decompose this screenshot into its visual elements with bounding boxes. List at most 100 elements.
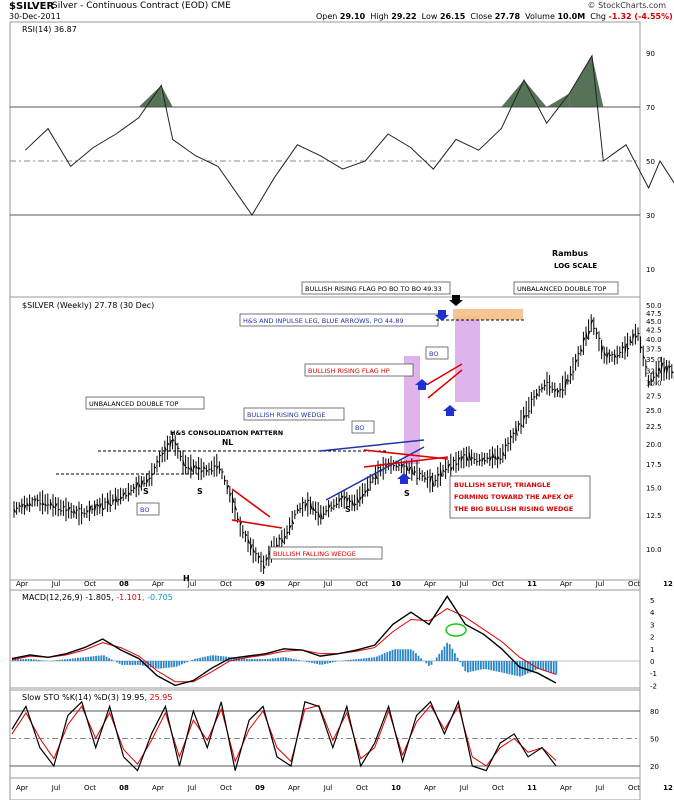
macd-histogram-bar [352,659,355,661]
macd-histogram-bar [425,661,428,664]
bo-left-label: BO [140,506,149,514]
macd-histogram-bar [32,659,35,661]
price-bar-close-tick [182,459,185,467]
macd-histogram-bar [363,658,365,661]
sto-y-tick: 50 [650,736,659,744]
macd-histogram-bar [53,660,56,661]
macd-histogram-bar [40,660,43,661]
macd-histogram-bar [532,661,534,672]
macd-histogram-bar [71,658,74,661]
macd-histogram-bar [282,657,285,661]
macd-histogram-bar [217,655,220,661]
price-bar-close-tick [411,467,414,475]
price-bar-close-tick [320,512,323,520]
sto-panel: Slow STO %K(14) %D(3) 19.95, 25.95 80 50 2… [9,689,659,779]
macd-histogram-bar [459,661,461,663]
rsi-y-tick: 30 [646,212,655,220]
macd-histogram-bar [285,657,287,661]
triangle-top [363,449,449,460]
rsi-overbought-fill [592,55,604,107]
macd-y-tick: 0 [650,658,654,666]
macd-histogram-bar [144,661,147,667]
macd-signal-series [11,607,557,683]
macd-histogram-bar [360,658,363,661]
macd-histogram-bar [373,657,376,661]
x-tick-label: Jul [459,784,469,792]
macd-histogram-bar [129,661,131,665]
macd-histogram-bar [326,661,329,664]
macd-histogram-bar [511,661,513,675]
price-bar-close-tick [140,480,144,487]
macd-histogram-bar [378,655,381,661]
price-bar-close-tick [257,555,261,559]
rsi-overbought-fill [524,80,547,107]
macd-histogram-bar [277,657,279,661]
price-bar-close-tick [161,452,165,455]
x-tick-label: Oct [84,784,96,792]
macd-histogram-bar [430,661,433,665]
price-bar-close-tick [333,505,336,507]
setup-note-line1: BULLISH SETUP, TRIANGLE [454,481,551,489]
macd-histogram-bar [469,661,472,672]
price-bar-close-tick [666,365,669,374]
macd-histogram-bar [451,648,454,661]
macd-histogram-bar [441,650,443,661]
price-bar-close-tick [94,504,97,512]
price-bar-close-tick [510,435,513,438]
price-bar-close-tick [364,490,367,494]
flag-lower [427,369,463,399]
price-bar-close-tick [336,503,339,506]
price-bar-close-tick [122,492,126,497]
price-bar-close-tick [582,337,586,342]
price-bar-close-tick [481,457,484,463]
macd-histogram-bar [498,661,500,672]
macd-histogram-bar [389,650,391,661]
price-bar-close-tick [192,465,196,470]
macd-histogram-bar [196,658,199,661]
macd-histogram-bar [27,659,30,661]
macd-panel: MACD(12,26,9) -1.805, -1.101, -0.705 5 4 3… [9,589,657,690]
price-bar-close-tick [218,467,222,471]
setup-note-line2: FORMING TOWARD THE APEX OF [454,493,573,501]
macd-histogram-bar [17,659,19,661]
macd-histogram-bar [248,659,251,661]
macd-histogram-bar [279,657,282,661]
macd-histogram-bar [396,649,399,661]
x-tick-label: Oct [492,580,504,588]
price-bar-close-tick [354,503,357,506]
price-y-tick: 27.5 [646,393,662,401]
macd-histogram-bar [417,655,420,661]
price-bar-close-tick [328,504,331,509]
price-bar-close-tick [575,359,578,363]
x-tick-label: Jul [323,784,333,792]
price-bar-close-tick [414,471,417,473]
price-bar-close-tick [216,465,219,470]
macd-histogram-bar [175,661,178,667]
falling-wedge-label-box [269,546,383,560]
macd-histogram-bar [464,661,467,672]
macd-histogram-bar [495,661,498,672]
double-top-box [453,309,523,320]
macd-histogram-bar [298,660,300,661]
price-panel: $SILVER (Weekly) 27.78 (30 Dec) 50.047.5… [9,249,674,583]
rsi-overbought-fill [501,80,524,107]
macd-histogram-bar [253,659,256,661]
x-tick-label: Apr [560,784,572,792]
macd-histogram-bar [100,655,103,661]
macd-histogram-bar [61,659,64,661]
price-y-tick: 40.0 [646,336,662,344]
price-bar-close-tick [403,465,406,467]
macd-histogram-bar [230,657,233,661]
price-bar-close-tick [432,480,435,487]
x-tick-label: Jul [51,580,61,588]
price-bar-close-tick [611,353,614,356]
price-bar-close-tick [395,465,399,468]
macd-histogram-bar [313,661,316,664]
macd-histogram-bar [308,661,311,663]
macd-y-tick: 2 [650,634,654,642]
macd-histogram-bar [243,658,246,661]
price-bar-close-tick [367,487,370,492]
rsi-overbought-fill [138,85,162,107]
macd-histogram-bar [201,657,204,661]
macd-histogram-bar [43,660,45,661]
